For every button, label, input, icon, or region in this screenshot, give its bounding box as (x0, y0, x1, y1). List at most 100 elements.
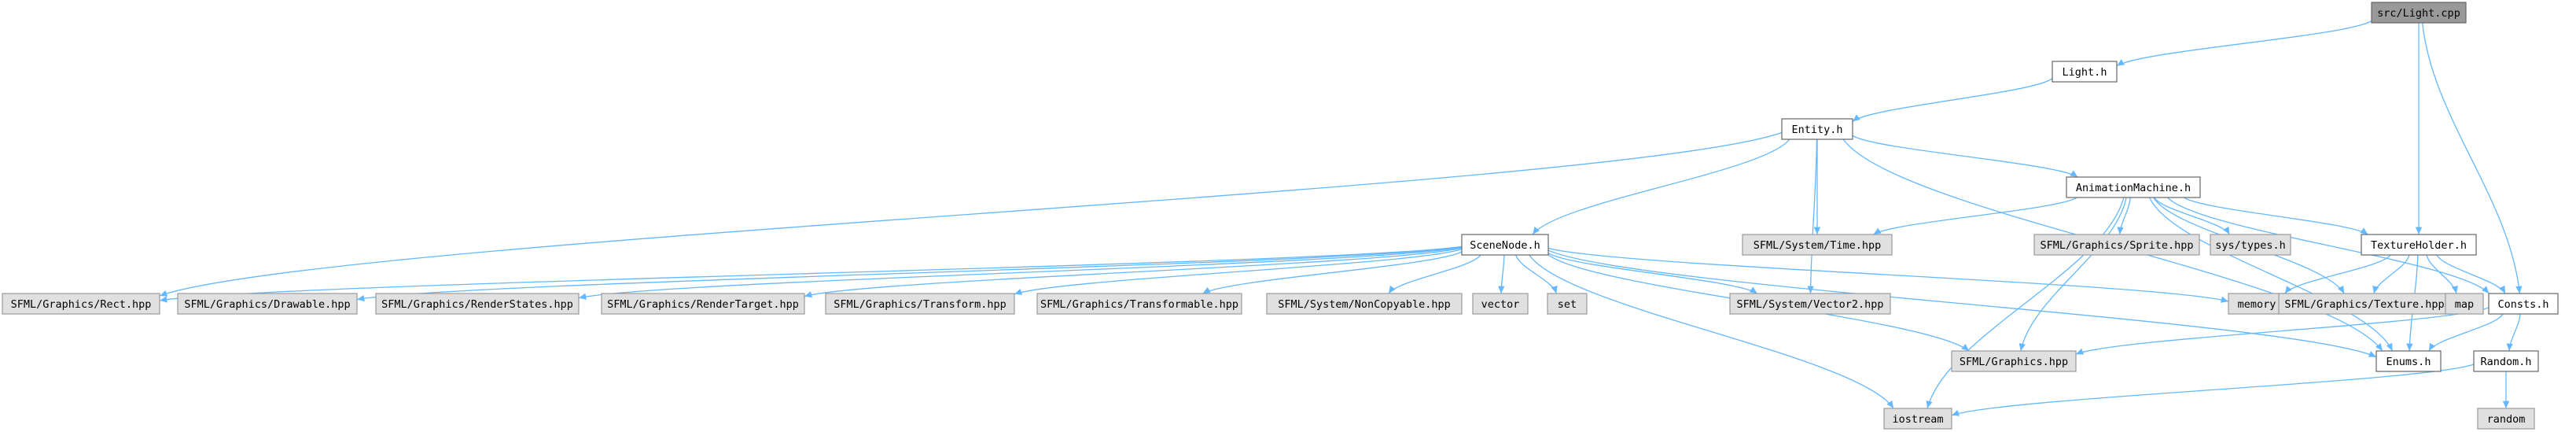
node-random-h[interactable]: Random.h (2473, 350, 2539, 372)
node-box (2033, 234, 2200, 256)
node-box (2052, 61, 2118, 83)
node-label: memory (2238, 298, 2276, 311)
edge-animationmachine-h-to-consts-h (2167, 197, 2490, 294)
edge-light-h-to-entity-h (1852, 78, 2053, 122)
edge-animationmachine-h-to-sfml-system-time-hpp (1873, 197, 2077, 235)
node-box (1036, 293, 1242, 315)
edge-scenenode-h-to-set (1515, 254, 1558, 294)
node-label: sys/types.h (2215, 239, 2285, 252)
edge-textureholder-h-to-consts-h (2436, 254, 2506, 294)
node-box (2488, 293, 2559, 315)
edge-scenenode-h-to-sfml-system-vector2-hpp (1547, 253, 1758, 294)
node-box (2278, 293, 2451, 315)
node-sfml-graphics-sprite-hpp: SFML/Graphics/Sprite.hpp (2033, 234, 2200, 256)
node-label: Light.h (2063, 66, 2107, 79)
node-sfml-graphics-hpp: SFML/Graphics.hpp (1951, 350, 2077, 372)
node-sys-types-h: sys/types.h (2210, 234, 2291, 256)
node-label: SFML/Graphics/Rect.hpp (11, 298, 152, 311)
node-sfml-system-vector2-hpp: SFML/System/Vector2.hpp (1729, 293, 1891, 315)
node-map: map (2445, 293, 2484, 315)
node-memory: memory (2228, 293, 2286, 315)
node-random: random (2477, 408, 2535, 430)
node-label: SceneNode.h (1470, 239, 1540, 252)
node-box (2473, 350, 2539, 372)
node-label: Random.h (2480, 356, 2531, 368)
node-animationmachine-h[interactable]: AnimationMachine.h (2066, 176, 2201, 198)
edge-animationmachine-h-to-textureholder-h (2184, 197, 2368, 235)
node-box (1547, 293, 1588, 315)
node-box (2371, 2, 2467, 24)
node-label: Entity.h (1791, 124, 1842, 136)
node-label: Enums.h (2386, 356, 2431, 368)
node-label: SFML/System/Vector2.hpp (1737, 298, 1884, 311)
node-box (2066, 176, 2201, 198)
node-box (1472, 293, 1529, 315)
node-light-h[interactable]: Light.h (2052, 61, 2118, 83)
node-scenenode-h[interactable]: SceneNode.h (1461, 234, 1549, 256)
node-label: SFML/Graphics/Texture.hpp (2284, 298, 2444, 311)
node-label: map (2455, 298, 2474, 311)
node-box (2228, 293, 2286, 315)
edge-scenenode-h-to-vector (1498, 254, 1505, 294)
edge-random-h-to-iostream (1951, 364, 2475, 416)
node-label: AnimationMachine.h (2076, 182, 2191, 194)
node-label: SFML/Graphics/RenderStates.hpp (381, 298, 573, 311)
node-enums-h[interactable]: Enums.h (2375, 350, 2442, 372)
edge-animationmachine-h-to-sfml-graphics-hpp (2018, 197, 2127, 352)
node-sfml-graphics-rendertarget-hpp: SFML/Graphics/RenderTarget.hpp (601, 293, 805, 315)
node-label: SFML/Graphics.hpp (1960, 356, 2068, 368)
node-set: set (1547, 293, 1588, 315)
edge-src-light-cpp-to-light-h (2116, 20, 2372, 67)
node-label: random (2487, 413, 2526, 426)
edge-textureholder-h-to-memory (2284, 254, 2391, 294)
node-label: vector (1481, 298, 1520, 311)
node-label: iostream (1892, 413, 1943, 426)
edge-animationmachine-h-to-sys-types-h (2153, 197, 2231, 235)
node-box (1461, 234, 1549, 256)
edge-animationmachine-h-to-enums-h (2148, 197, 2394, 352)
edge-scenenode-h-to-sfml-graphics-rect-hpp (159, 246, 1463, 303)
node-label: SFML/Graphics/Sprite.hpp (2040, 239, 2193, 252)
edge-scenenode-h-to-memory (1547, 247, 2229, 303)
node-textureholder-h[interactable]: TextureHolder.h (2361, 234, 2477, 256)
node-label: SFML/System/Time.hpp (1754, 239, 1882, 252)
node-box (2375, 350, 2442, 372)
node-src-light-cpp[interactable]: src/Light.cpp (2371, 2, 2467, 24)
node-box (1781, 118, 1853, 140)
node-label: SFML/System/NonCopyable.hpp (1278, 298, 1450, 311)
edge-src-light-cpp-to-consts-h (2422, 22, 2523, 294)
node-label: SFML/Graphics/Transform.hpp (834, 298, 1006, 311)
node-consts-h[interactable]: Consts.h (2488, 293, 2559, 315)
node-sfml-graphics-transform-hpp: SFML/Graphics/Transform.hpp (825, 293, 1015, 315)
node-iostream: iostream (1883, 408, 1952, 430)
node-sfml-system-noncopyable-hpp: SFML/System/NonCopyable.hpp (1266, 293, 1463, 315)
edge-consts-h-to-random-h (2506, 313, 2521, 352)
node-sfml-graphics-drawable-hpp: SFML/Graphics/Drawable.hpp (177, 293, 358, 315)
edge-scenenode-h-to-sfml-graphics-rendertarget-hpp (804, 247, 1463, 298)
node-box (1266, 293, 1463, 315)
node-box (601, 293, 805, 315)
node-entity-h[interactable]: Entity.h (1781, 118, 1853, 140)
node-label: src/Light.cpp (2377, 7, 2460, 20)
edge-entity-h-to-sfml-system-vector2-hpp (1807, 138, 1818, 294)
edge-scenenode-h-to-sfml-system-noncopyable-hpp (1388, 254, 1481, 294)
edge-animationmachine-h-to-sfml-graphics-sprite-hpp (2117, 197, 2131, 235)
edge-scenenode-h-to-iostream (1529, 254, 1894, 409)
edge-scenenode-h-to-sfml-graphics-transformable-hpp (1202, 251, 1463, 294)
edge-textureholder-h-to-sfml-graphics-texture-hpp (2372, 254, 2410, 294)
node-vector: vector (1472, 293, 1529, 315)
node-box (2361, 234, 2477, 256)
node-label: SFML/Graphics/Transformable.hpp (1040, 298, 1238, 311)
edge-entity-h-to-scenenode-h (1532, 138, 1790, 235)
node-box (2477, 408, 2535, 430)
edge-scenenode-h-to-sfml-graphics-renderstates-hpp (578, 246, 1463, 300)
edge-scenenode-h-to-sfml-graphics-drawable-hpp (356, 246, 1463, 302)
node-label: TextureHolder.h (2371, 239, 2467, 252)
node-sfml-graphics-transformable-hpp: SFML/Graphics/Transformable.hpp (1036, 293, 1242, 315)
node-box (1883, 408, 1952, 430)
node-box (2210, 234, 2291, 256)
node-box (2445, 293, 2484, 315)
edge-entity-h-to-sfml-graphics-rect-hpp (159, 131, 1783, 297)
